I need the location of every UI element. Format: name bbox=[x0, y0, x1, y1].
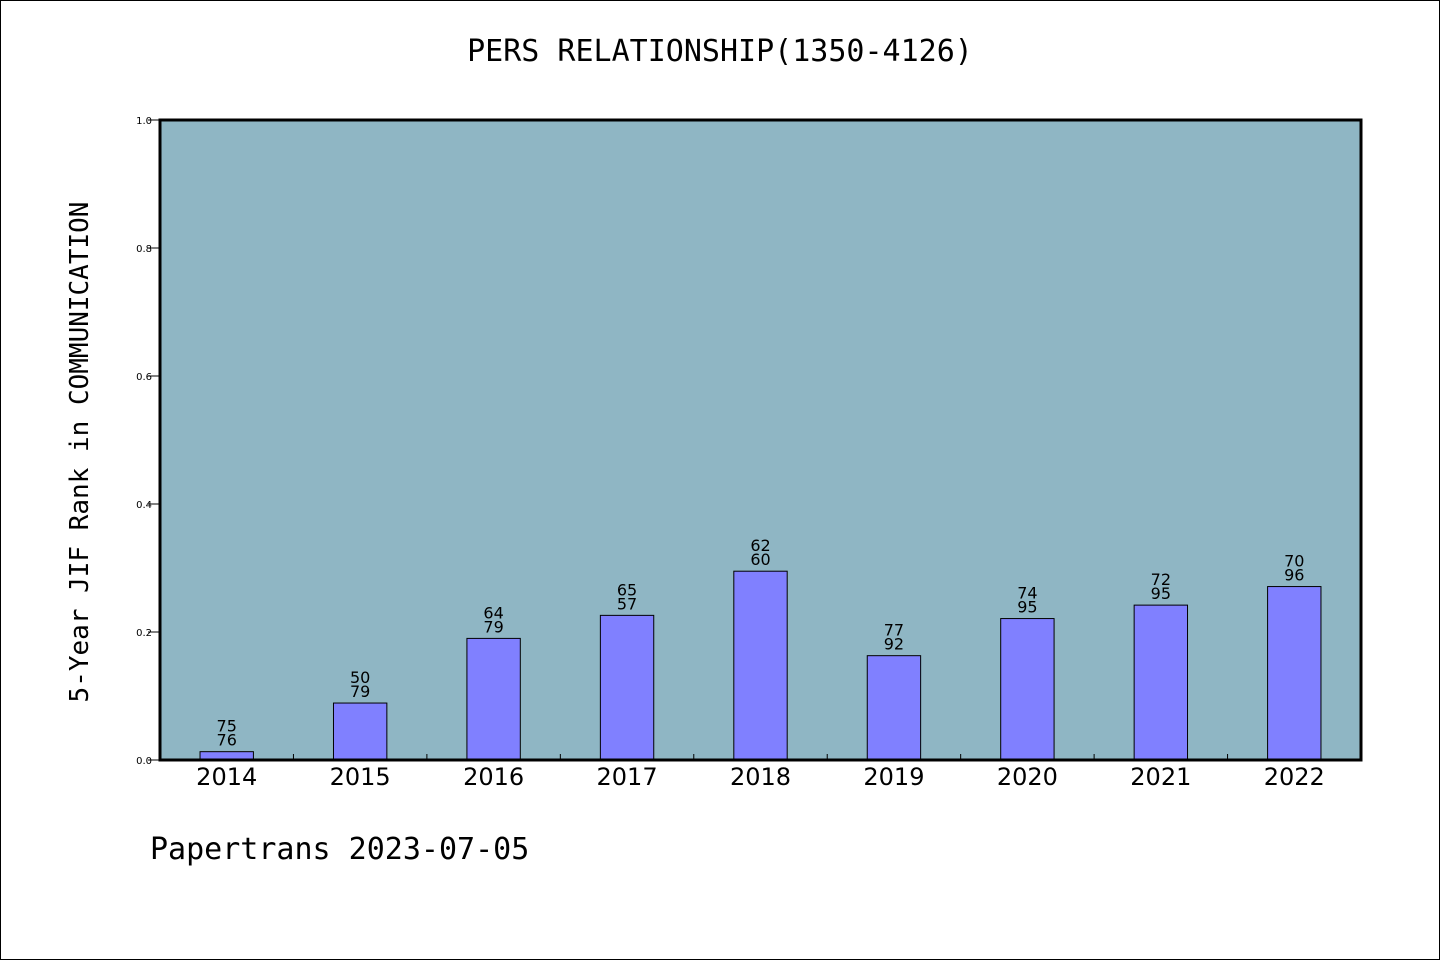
x-tick-label-2017: 2017 bbox=[597, 763, 658, 791]
footer-credit: Papertrans 2023-07-05 bbox=[150, 832, 530, 867]
bar-2016 bbox=[466, 637, 521, 761]
bar-label-top-2018: 62 bbox=[750, 536, 770, 555]
plot-border bbox=[158, 118, 1363, 762]
bar-label-bottom-2017: 57 bbox=[617, 594, 637, 613]
y-axis: 0.0 0.2 0.4 0.6 0.8 1.0 bbox=[136, 116, 160, 767]
bar-2019 bbox=[866, 655, 922, 761]
bar-label-top-2020: 74 bbox=[1017, 584, 1037, 603]
x-tick-label-2022: 2022 bbox=[1264, 763, 1325, 791]
x-tick-label-2019: 2019 bbox=[863, 763, 924, 791]
x-axis: 2014 2015 2016 2017 2018 2019 2020 2021 2022 bbox=[196, 754, 1325, 791]
bar-2015 bbox=[332, 702, 388, 761]
bar-label-top-2016: 64 bbox=[483, 603, 503, 622]
x-tick-label-2021: 2021 bbox=[1130, 763, 1191, 791]
bar-2018 bbox=[733, 570, 788, 761]
bar-label-top-2019: 77 bbox=[884, 621, 904, 640]
y-tick-label: 0.8 bbox=[136, 244, 152, 255]
y-tick-label: 0.2 bbox=[136, 628, 152, 639]
bar-2020 bbox=[1000, 618, 1055, 761]
x-tick-label-2018: 2018 bbox=[730, 763, 791, 791]
y-tick-label: 0.4 bbox=[136, 500, 152, 511]
bar-label-bottom-2015: 79 bbox=[350, 682, 370, 701]
bar-2021 bbox=[1133, 604, 1189, 761]
bar-label-bottom-2020: 95 bbox=[1017, 598, 1037, 617]
bar-label-bottom-2022: 96 bbox=[1284, 566, 1304, 585]
bar-label-top-2015: 50 bbox=[350, 668, 370, 687]
chart-title: PERS RELATIONSHIP(1350-4126) bbox=[467, 34, 973, 69]
bar-label-top-2017: 65 bbox=[617, 580, 637, 599]
bar-2022 bbox=[1267, 586, 1322, 761]
bar-label-bottom-2018: 60 bbox=[750, 550, 770, 569]
bar-label-top-2022: 70 bbox=[1284, 552, 1304, 571]
bar-label-bottom-2014: 76 bbox=[217, 731, 237, 750]
bar-label-top-2021: 72 bbox=[1151, 570, 1171, 589]
y-tick-label: 0.6 bbox=[136, 372, 152, 383]
bar-label-top-2014: 75 bbox=[217, 717, 237, 736]
x-tick-label-2016: 2016 bbox=[463, 763, 524, 791]
bar-label-bottom-2019: 92 bbox=[884, 635, 904, 654]
x-tick-label-2020: 2020 bbox=[997, 763, 1058, 791]
bar-2017 bbox=[599, 614, 655, 761]
y-tick-label: 0.0 bbox=[136, 756, 152, 767]
bar-label-bottom-2021: 95 bbox=[1151, 584, 1171, 603]
y-tick-label: 1.0 bbox=[136, 116, 152, 127]
x-tick-label-2015: 2015 bbox=[330, 763, 391, 791]
bars-group bbox=[199, 570, 1322, 761]
bar-label-bottom-2016: 79 bbox=[483, 617, 503, 636]
x-tick-label-2014: 2014 bbox=[196, 763, 257, 791]
